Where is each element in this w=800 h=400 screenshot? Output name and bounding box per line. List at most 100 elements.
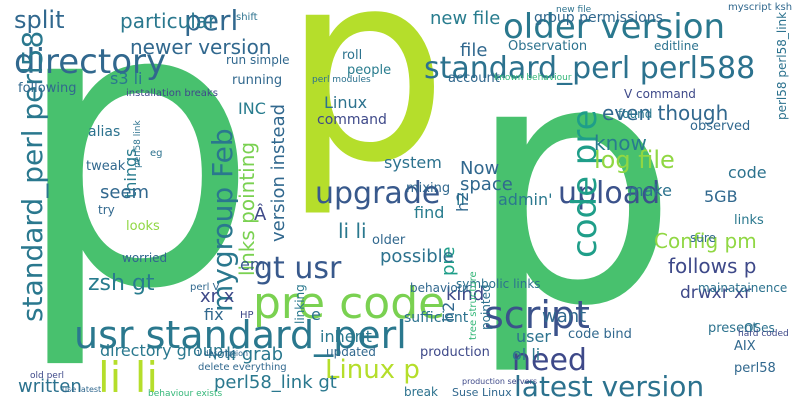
word: links <box>734 213 764 228</box>
word: system <box>384 153 442 172</box>
word: written <box>18 376 82 397</box>
word: looks <box>126 219 160 234</box>
word: upgrade <box>315 176 440 211</box>
word: ol li <box>512 345 540 364</box>
word: p <box>282 0 448 220</box>
word: perl <box>184 4 238 37</box>
word: tree structure <box>468 271 479 340</box>
word: behaviour exists <box>148 389 222 399</box>
word: running <box>232 73 282 88</box>
word: myscript ksh <box>728 2 792 13</box>
word: Observation <box>508 39 587 54</box>
word: log file <box>594 146 675 174</box>
word: perl modules <box>312 75 371 85</box>
word: Suse Linux <box>452 386 512 399</box>
word: pre <box>438 246 459 276</box>
word: upload <box>558 176 660 211</box>
word: older <box>372 233 406 248</box>
word: perl58_link gt <box>214 372 337 393</box>
word: s3 li <box>110 69 143 88</box>
word: delete everything <box>198 362 287 373</box>
word: command <box>317 112 387 128</box>
word: present <box>708 321 757 336</box>
word: follows p <box>668 254 756 278</box>
word: h2 <box>439 302 458 322</box>
word: Linux <box>324 93 367 112</box>
word: fix <box>204 305 224 324</box>
word: Config pm <box>654 229 757 253</box>
word: usr standard_perl <box>74 313 407 357</box>
word: installation breaks <box>126 88 218 99</box>
word: 1 description <box>196 349 248 358</box>
word: 5GB <box>704 187 738 206</box>
word: older version <box>503 7 725 47</box>
word: even though <box>602 101 728 125</box>
word: script <box>484 293 590 337</box>
word: production <box>420 345 490 360</box>
word: standard_perl perl58 <box>16 31 49 322</box>
word: perl58 <box>734 361 776 376</box>
word: find <box>414 203 444 222</box>
word: symbolic links <box>456 277 541 291</box>
word: admin' <box>498 190 553 209</box>
word: directory <box>14 42 166 82</box>
word: perl V <box>190 282 220 293</box>
word: want <box>542 306 586 327</box>
word: code <box>728 163 767 182</box>
word: people <box>347 63 391 78</box>
word: zsh gt <box>88 271 155 296</box>
word: sufficient <box>404 310 469 326</box>
word: latest version <box>514 370 704 400</box>
word: V command <box>624 87 696 101</box>
word: tweak <box>86 159 126 174</box>
word: file <box>460 40 487 61</box>
word: inherit <box>320 327 372 346</box>
word: known behaviour <box>494 73 572 83</box>
word: li li <box>98 353 158 400</box>
word: directory group <box>100 341 223 360</box>
word: alias <box>88 124 120 140</box>
word: e <box>311 305 321 324</box>
word: p <box>12 0 260 374</box>
word: li grab <box>226 344 283 365</box>
word: observed <box>690 119 750 134</box>
word: things <box>121 149 140 199</box>
word: production servers <box>462 377 537 386</box>
word: h2 <box>453 192 472 212</box>
word: particular <box>120 9 217 33</box>
word: xr x <box>200 286 235 307</box>
word: code pre <box>565 109 605 258</box>
word: kind <box>446 284 484 305</box>
word: pointed <box>479 284 493 330</box>
word: linking <box>293 284 307 324</box>
word: Now <box>460 158 499 179</box>
word: code bind <box>568 327 632 342</box>
word: links pointing <box>235 142 259 276</box>
word: li li <box>338 219 367 243</box>
word: split <box>14 6 64 34</box>
word: hard coded <box>738 329 789 339</box>
word: sure <box>690 231 716 245</box>
word: eg <box>150 148 163 159</box>
word: mainatainence <box>698 281 787 295</box>
word: following <box>18 81 76 96</box>
word: group permissions <box>534 10 663 26</box>
word: new file <box>430 8 500 29</box>
word: Linux p <box>325 355 420 385</box>
word: standard_perl perl588 <box>424 51 755 86</box>
word: account <box>448 71 500 86</box>
word: editline <box>654 39 699 53</box>
word: newer version <box>130 35 271 59</box>
word: version instead <box>268 104 289 242</box>
word: pre code <box>253 278 445 329</box>
word: old perl <box>30 371 64 381</box>
word: seem <box>100 182 149 203</box>
word: mygroup Feb <box>206 128 239 312</box>
word: perl58 link <box>133 120 143 168</box>
word: new file <box>556 5 592 15</box>
word: need <box>512 343 587 378</box>
word: behaviour <box>410 281 470 295</box>
word: Â <box>254 203 267 225</box>
